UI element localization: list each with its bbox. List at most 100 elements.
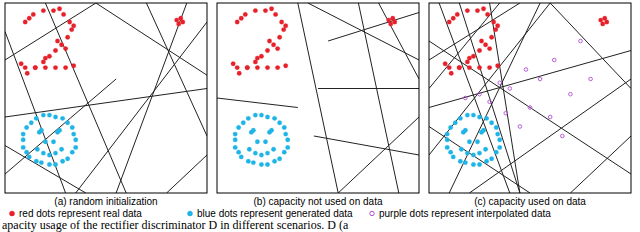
data-point (259, 113, 263, 117)
data-point (495, 63, 499, 67)
data-point (475, 140, 479, 144)
boundary-line (358, 3, 398, 193)
data-point (25, 71, 29, 75)
data-point (277, 157, 281, 161)
data-point (457, 65, 461, 69)
data-point (233, 138, 237, 142)
data-point (286, 138, 290, 142)
data-point (498, 145, 502, 149)
legend-marker (370, 211, 374, 215)
data-point (21, 145, 25, 149)
data-point (548, 115, 552, 119)
data-point (47, 162, 51, 166)
data-point (241, 121, 245, 125)
data-point (233, 132, 237, 136)
data-point (265, 48, 269, 52)
data-point (33, 65, 37, 69)
data-point (269, 7, 273, 11)
data-point (265, 115, 269, 119)
data-point (518, 125, 522, 129)
data-point (263, 8, 267, 12)
data-point (255, 56, 259, 60)
data-point (471, 162, 475, 166)
data-point (265, 65, 269, 69)
boundary-line (5, 32, 66, 194)
boundary-line (5, 146, 86, 194)
data-point (71, 24, 75, 28)
panel-title: (c) capacity used on data (474, 196, 586, 207)
data-point (43, 56, 47, 60)
data-point (24, 150, 28, 154)
data-point (524, 68, 528, 72)
data-point (27, 155, 31, 159)
data-point (477, 48, 481, 52)
plot-area (217, 3, 419, 193)
data-point (272, 159, 276, 163)
data-point (464, 96, 468, 100)
boundary-line (217, 98, 298, 108)
data-point (471, 54, 475, 58)
data-point (538, 77, 542, 81)
panel-frame (429, 3, 631, 193)
data-point (65, 121, 69, 125)
data-point (63, 46, 67, 50)
data-point (487, 46, 491, 50)
data-point (35, 147, 39, 151)
data-point (71, 132, 75, 136)
legend-marker (187, 211, 192, 216)
boundary-line (328, 13, 419, 42)
data-point (495, 24, 499, 28)
data-point (467, 140, 471, 144)
data-point (484, 159, 488, 163)
boundary-line (429, 127, 530, 194)
data-point (443, 62, 447, 66)
data-point (471, 153, 475, 157)
data-point (60, 116, 64, 120)
data-point (286, 145, 290, 149)
data-point (271, 147, 275, 151)
data-point (181, 20, 185, 24)
data-point (21, 132, 25, 136)
data-point (465, 151, 469, 155)
data-point (483, 43, 487, 47)
data-point (251, 128, 255, 132)
data-point (451, 155, 455, 159)
data-point (283, 24, 287, 28)
boundary-line (308, 3, 419, 60)
data-point (479, 39, 483, 43)
data-point (53, 65, 57, 69)
data-point (465, 113, 469, 117)
data-point (283, 132, 287, 136)
data-point (236, 125, 240, 129)
data-point (552, 58, 556, 62)
boundary-line (5, 79, 116, 174)
data-point (233, 145, 237, 149)
data-point (508, 87, 512, 91)
data-point (74, 138, 78, 142)
data-point (489, 121, 493, 125)
panel-title: (a) random initialization (54, 196, 157, 207)
data-point (458, 116, 462, 120)
data-point (34, 116, 38, 120)
data-point (63, 65, 67, 69)
data-point (74, 145, 78, 149)
data-point (477, 65, 481, 69)
data-point (449, 71, 453, 75)
data-point (236, 150, 240, 154)
data-point (494, 125, 498, 129)
data-point (265, 162, 269, 166)
data-point (41, 113, 45, 117)
data-point (463, 160, 467, 164)
data-point (488, 100, 492, 104)
data-point (263, 140, 267, 144)
boundary-line (45, 3, 126, 193)
figure: (a) random initialization(b) capacity no… (0, 0, 640, 232)
data-point (251, 160, 255, 164)
data-point (483, 147, 487, 151)
data-point (487, 65, 491, 69)
data-point (65, 157, 69, 161)
data-point (255, 140, 259, 144)
data-point (283, 63, 287, 67)
data-point (21, 138, 25, 142)
data-point (605, 20, 609, 24)
